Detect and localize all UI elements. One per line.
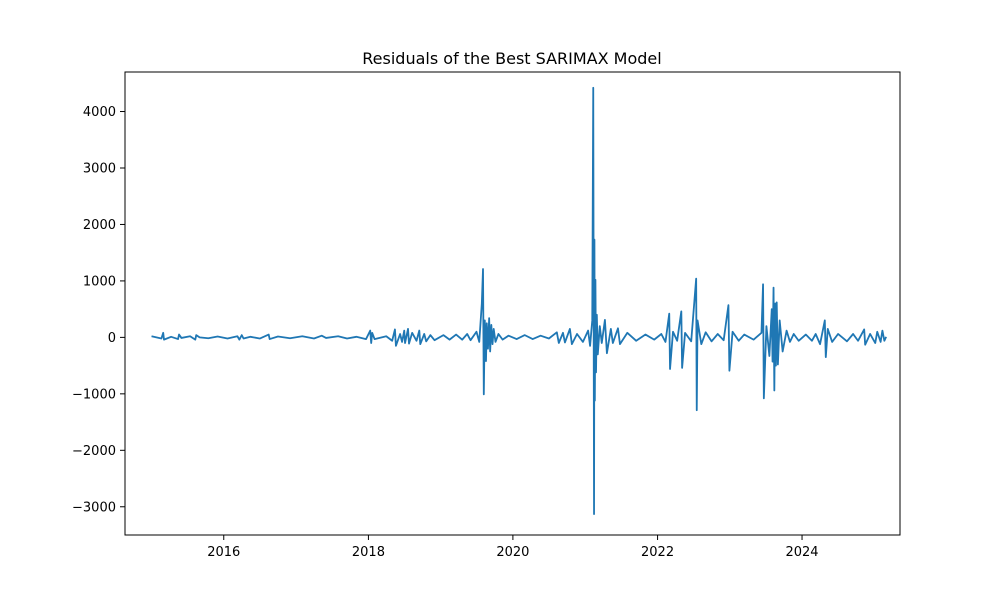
x-axis: 2016 2018 2020 2022 2024: [207, 535, 819, 560]
y-tick-label: −1000: [72, 387, 116, 402]
y-tick-label: 0: [108, 331, 116, 346]
residual-series-line: [151, 86, 887, 516]
x-tick-label: 2018: [352, 545, 385, 560]
y-tick-label: 4000: [83, 105, 116, 120]
y-tick-label: −2000: [72, 444, 116, 459]
x-tick-label: 2022: [641, 545, 674, 560]
plot-frame: [124, 71, 901, 536]
y-tick-label: 3000: [83, 161, 116, 176]
x-tick-label: 2024: [785, 545, 818, 560]
plot-area: [151, 86, 887, 516]
y-tick-label: −3000: [72, 500, 116, 515]
chart-title: Residuals of the Best SARIMAX Model: [362, 49, 661, 68]
y-axis: 4000 3000 2000 1000 0 −1000 −2000 −3000: [72, 105, 125, 515]
y-tick-label: 1000: [83, 274, 116, 289]
x-tick-label: 2020: [496, 545, 529, 560]
y-tick-label: 2000: [83, 218, 116, 233]
x-tick-label: 2016: [207, 545, 240, 560]
